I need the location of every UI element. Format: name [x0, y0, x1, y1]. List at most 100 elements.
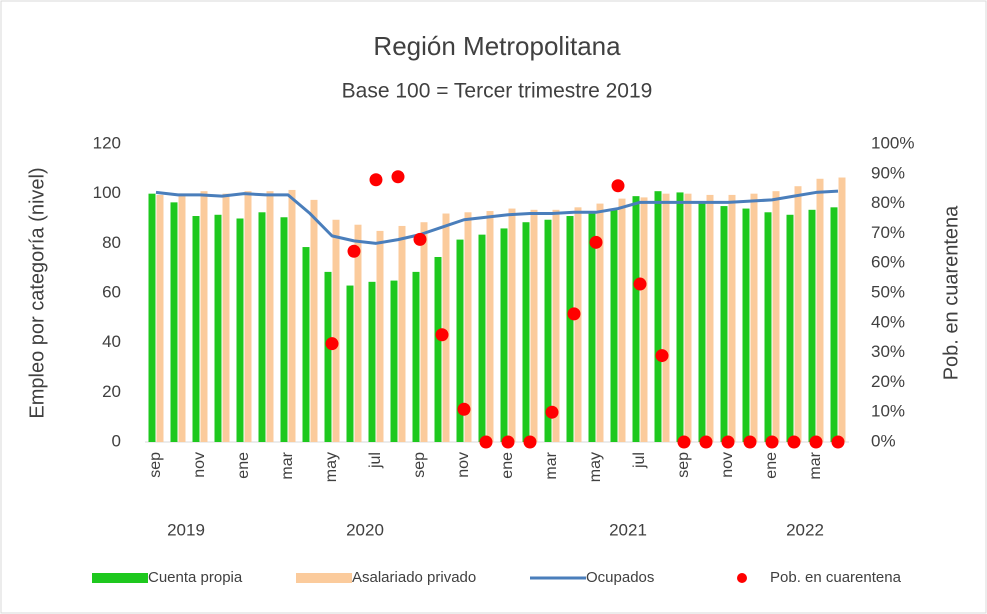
x-tick-label: jul — [367, 452, 384, 469]
dot — [523, 435, 537, 449]
dot — [325, 337, 339, 351]
y-tick-label: 20 — [102, 382, 121, 401]
x-tick-label: nov — [719, 452, 736, 478]
bar — [412, 271, 420, 442]
bar — [368, 281, 376, 442]
bar — [434, 256, 442, 442]
bar — [420, 222, 428, 442]
y-tick-label: 120 — [93, 133, 121, 152]
y2-tick-label: 90% — [871, 163, 905, 182]
bar — [258, 212, 266, 442]
bar — [236, 218, 244, 442]
chart-title: Región Metropolitana — [373, 31, 621, 61]
bar — [574, 207, 582, 442]
bar — [156, 194, 164, 442]
y2-tick-label: 0% — [871, 431, 896, 450]
bar — [500, 228, 508, 442]
dot — [501, 435, 515, 449]
bar — [588, 213, 596, 442]
dot — [699, 435, 713, 449]
bar — [632, 196, 640, 442]
bar — [332, 219, 340, 442]
bar — [288, 189, 296, 442]
legend-swatch — [296, 573, 352, 583]
x-tick-label: ene — [235, 452, 252, 479]
bar — [442, 213, 450, 442]
bar — [676, 192, 684, 442]
dot — [611, 179, 625, 193]
bar — [324, 271, 332, 442]
bar — [302, 247, 310, 442]
bar — [552, 209, 560, 442]
dot — [413, 232, 427, 246]
bar — [266, 191, 274, 442]
bar — [764, 212, 772, 442]
bar — [530, 209, 538, 442]
x-tick-label: nov — [191, 452, 208, 478]
chart-subtitle: Base 100 = Tercer trimestre 2019 — [342, 80, 653, 103]
bar — [838, 177, 846, 442]
dot — [589, 235, 603, 249]
y-axis-label: Empleo por categoría (nivel) — [26, 167, 48, 418]
y-tick-label: 60 — [102, 282, 121, 301]
x-tick-label: mar — [279, 451, 296, 479]
bar — [346, 285, 354, 442]
bar — [596, 203, 604, 442]
legend-label: Cuenta propia — [148, 569, 243, 586]
y2-tick-label: 80% — [871, 193, 905, 212]
line — [155, 189, 839, 245]
legend-label: Pob. en cuarentena — [770, 569, 902, 586]
bar — [830, 207, 838, 442]
bar — [244, 191, 252, 442]
dot — [369, 173, 383, 187]
dot — [479, 435, 493, 449]
bar — [148, 193, 156, 442]
dot — [457, 402, 471, 416]
bar — [750, 193, 758, 442]
bar — [772, 191, 780, 442]
y2-tick-label: 50% — [871, 282, 905, 301]
x-tick-label: mar — [543, 451, 560, 479]
x-tick-label: ene — [763, 452, 780, 479]
bar — [808, 209, 816, 442]
year-label: 2021 — [609, 520, 647, 539]
bar — [222, 193, 230, 442]
y2-tick-label: 30% — [871, 342, 905, 361]
bar — [390, 280, 398, 442]
x-tick-label: may — [587, 452, 604, 482]
bar — [478, 234, 486, 442]
dot — [765, 435, 779, 449]
bar — [464, 212, 472, 442]
x-tick-label: nov — [455, 452, 472, 478]
x-tick-label: jul — [631, 452, 648, 469]
bar — [508, 208, 516, 442]
bar — [816, 178, 824, 442]
bar — [376, 230, 384, 442]
dot — [391, 170, 405, 184]
dot — [677, 435, 691, 449]
year-label: 2019 — [167, 520, 205, 539]
x-tick-label: sep — [675, 452, 692, 478]
bar — [310, 199, 318, 442]
legend-label: Ocupados — [586, 569, 654, 586]
bar — [214, 214, 222, 442]
y2-tick-label: 20% — [871, 372, 905, 391]
x-tick-label: sep — [147, 452, 164, 478]
dot — [655, 349, 669, 363]
year-label: 2020 — [346, 520, 384, 539]
bar — [192, 216, 200, 442]
bar — [486, 211, 494, 442]
bar — [456, 239, 464, 442]
dot — [743, 435, 757, 449]
dot — [633, 277, 647, 291]
dot — [347, 244, 361, 258]
y-tick-label: 40 — [102, 332, 121, 351]
bar — [662, 193, 670, 442]
bar — [720, 206, 728, 442]
dot — [545, 405, 559, 419]
y-tick-label: 0 — [112, 431, 121, 450]
y2-tick-label: 40% — [871, 312, 905, 331]
y2-tick-label: 60% — [871, 253, 905, 272]
legend-swatch — [737, 573, 747, 583]
